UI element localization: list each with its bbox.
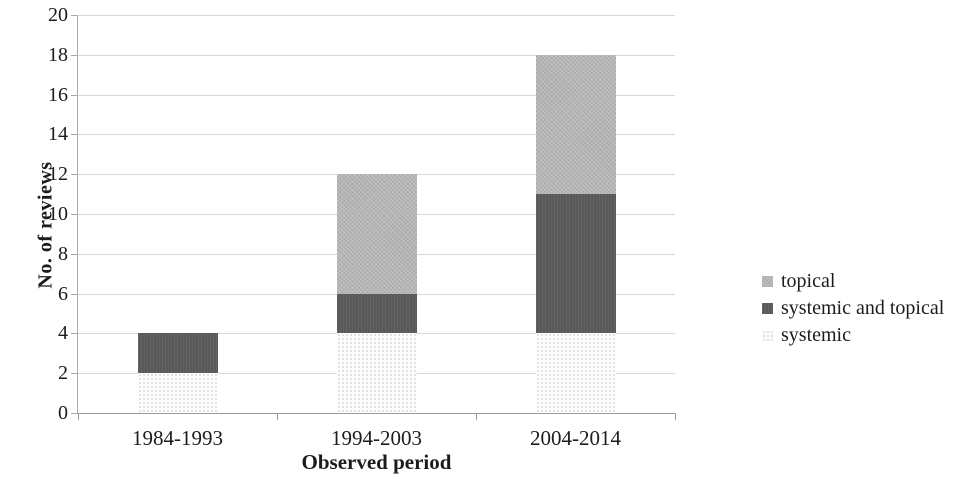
y-tick-label: 12 — [48, 163, 68, 186]
y-axis-tick — [71, 214, 78, 215]
x-tick-label: 1984-1993 — [132, 426, 223, 450]
legend-item: systemic and topical — [762, 295, 944, 322]
legend: topical systemic and topical systemic — [762, 268, 944, 349]
systemic-swatch-icon — [762, 330, 773, 341]
y-tick-label: 4 — [58, 322, 68, 345]
legend-item: topical — [762, 268, 944, 295]
x-tick-label: 2004-2014 — [530, 426, 621, 450]
y-tick-label: 18 — [48, 43, 68, 66]
y-tick-label: 20 — [48, 4, 68, 26]
y-tick-label: 8 — [58, 242, 68, 265]
x-axis-tick — [78, 414, 79, 420]
x-axis-tick — [277, 414, 278, 420]
x-axis-title: Observed period — [301, 450, 452, 474]
plot-area: 0 2 4 6 8 10 12 14 16 18 20 1984-1993 1994-2003 2004-… — [48, 4, 676, 450]
bar-segment-topical — [535, 54, 616, 195]
y-tick-label: 2 — [58, 362, 68, 385]
bar-segment-dark — [535, 194, 616, 334]
gridline — [78, 134, 675, 136]
bar-segment-systemic — [137, 373, 218, 413]
bar-segment-dark — [336, 293, 417, 334]
dark-swatch-icon — [762, 303, 773, 314]
x-axis-line — [77, 413, 676, 414]
legend-item: systemic — [762, 322, 944, 349]
y-axis-tick — [71, 413, 78, 414]
y-tick-label: 14 — [48, 123, 68, 146]
x-tick-label: 1994-2003 — [331, 426, 422, 450]
y-axis-tick — [71, 15, 78, 16]
bar-segment-systemic — [336, 333, 417, 413]
y-axis-tick — [71, 253, 78, 255]
y-axis-tick — [71, 333, 78, 335]
x-axis-tick — [476, 414, 477, 420]
gridline — [78, 94, 675, 96]
legend-label: systemic — [781, 324, 851, 346]
bar-segment-systemic — [535, 333, 616, 413]
gridline — [78, 54, 675, 56]
gridline — [78, 15, 675, 16]
bar-segment-dark — [137, 333, 218, 374]
topical-swatch-icon — [762, 276, 773, 287]
y-axis-tick — [71, 94, 78, 96]
y-axis-tick — [71, 373, 78, 375]
y-axis-tick — [71, 174, 78, 176]
y-tick-label: 16 — [48, 83, 68, 106]
y-tick-label: 6 — [58, 282, 68, 305]
y-tick-label: 0 — [58, 402, 68, 424]
legend-label: topical — [781, 270, 836, 292]
x-axis-tick — [675, 414, 676, 420]
y-axis-tick — [71, 134, 78, 136]
y-axis-tick — [71, 54, 78, 56]
legend-label: systemic and topical — [781, 297, 945, 319]
y-axis-tick — [71, 293, 78, 295]
y-tick-label: 10 — [48, 203, 68, 225]
bar-segment-topical — [336, 174, 417, 294]
